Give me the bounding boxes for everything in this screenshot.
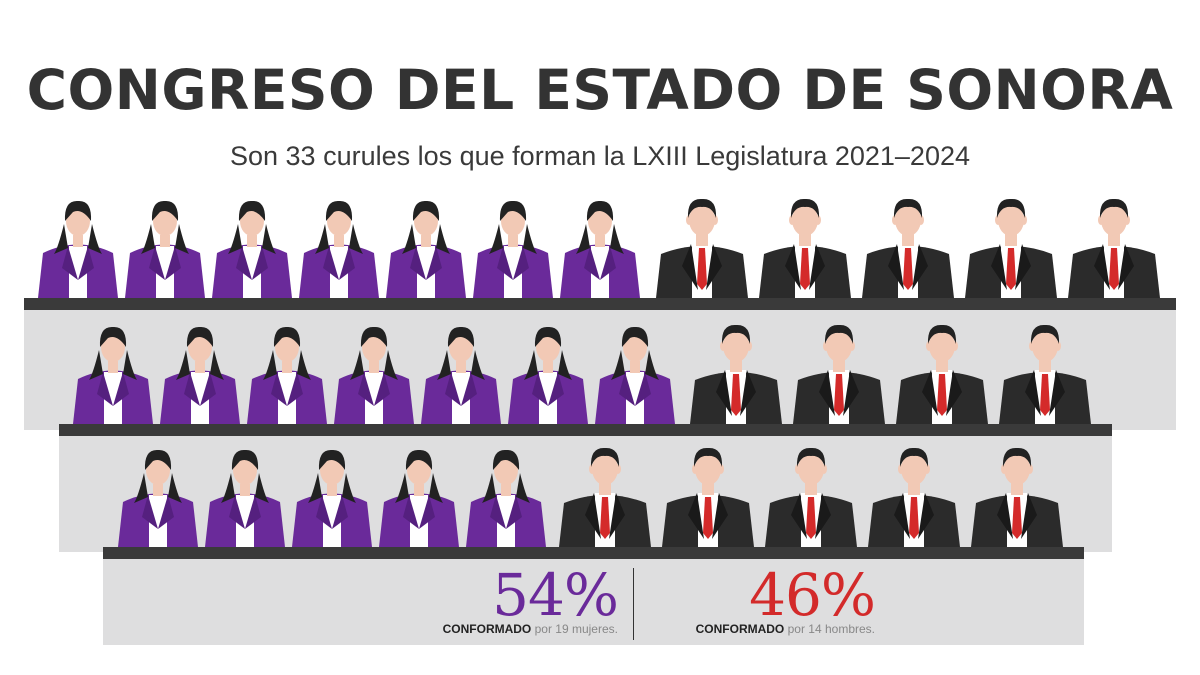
man-deputy-icon [765, 447, 857, 547]
man-deputy-icon [690, 324, 782, 424]
men-caption-rest: por 14 hombres. [784, 622, 875, 636]
man-deputy-icon [896, 324, 988, 424]
woman-deputy-icon [292, 449, 372, 547]
man-deputy-icon [965, 198, 1057, 298]
woman-deputy-icon [118, 449, 198, 547]
bench-row-2 [59, 424, 1112, 436]
women-caption-bold: CONFORMADO [442, 622, 532, 636]
stat-divider [633, 568, 634, 640]
woman-deputy-icon [334, 326, 414, 424]
page-subtitle: Son 33 curules los que forman la LXIII L… [230, 141, 970, 171]
woman-deputy-icon [160, 326, 240, 424]
woman-deputy-icon [38, 200, 118, 298]
bench-row-1 [24, 298, 1176, 310]
woman-deputy-icon [212, 200, 292, 298]
woman-deputy-icon [473, 200, 553, 298]
man-deputy-icon [1068, 198, 1160, 298]
woman-deputy-icon [421, 326, 501, 424]
man-deputy-icon [793, 324, 885, 424]
woman-deputy-icon [125, 200, 205, 298]
men-caption: CONFORMADO por 14 hombres. [615, 622, 875, 636]
woman-deputy-icon [560, 200, 640, 298]
man-deputy-icon [862, 198, 954, 298]
man-deputy-icon [999, 324, 1091, 424]
woman-deputy-icon [247, 326, 327, 424]
women-caption-rest: por 19 mujeres. [531, 622, 618, 636]
page-title: CONGRESO DEL ESTADO DE SONORA [26, 58, 1174, 122]
men-percent: 46% [749, 561, 876, 629]
men-caption-bold: CONFORMADO [695, 622, 785, 636]
man-deputy-icon [656, 198, 748, 298]
woman-deputy-icon [595, 326, 675, 424]
woman-deputy-icon [299, 200, 379, 298]
woman-deputy-icon [73, 326, 153, 424]
bench-panel-row-3 [103, 559, 1084, 645]
women-percent: 54% [492, 561, 619, 629]
woman-deputy-icon [386, 200, 466, 298]
man-deputy-icon [662, 447, 754, 547]
men-stat: 46% CONFORMADO por 14 hombres. [615, 561, 876, 636]
man-deputy-icon [868, 447, 960, 547]
woman-deputy-icon [379, 449, 459, 547]
woman-deputy-icon [205, 449, 285, 547]
woman-deputy-icon [508, 326, 588, 424]
man-deputy-icon [759, 198, 851, 298]
women-caption: CONFORMADO por 19 mujeres. [358, 622, 618, 636]
woman-deputy-icon [466, 449, 546, 547]
women-stat: 54% CONFORMADO por 19 mujeres. [358, 561, 619, 636]
man-deputy-icon [971, 447, 1063, 547]
man-deputy-icon [559, 447, 651, 547]
bench-row-3 [103, 547, 1084, 559]
